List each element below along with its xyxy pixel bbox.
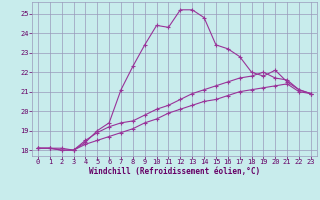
X-axis label: Windchill (Refroidissement éolien,°C): Windchill (Refroidissement éolien,°C) — [89, 167, 260, 176]
